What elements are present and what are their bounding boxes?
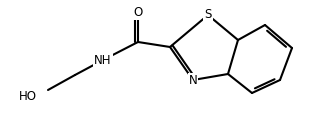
Text: N: N — [189, 73, 197, 87]
Text: HO: HO — [19, 90, 37, 102]
Text: O: O — [133, 7, 143, 19]
Text: NH: NH — [94, 53, 112, 67]
Text: S: S — [204, 8, 212, 22]
